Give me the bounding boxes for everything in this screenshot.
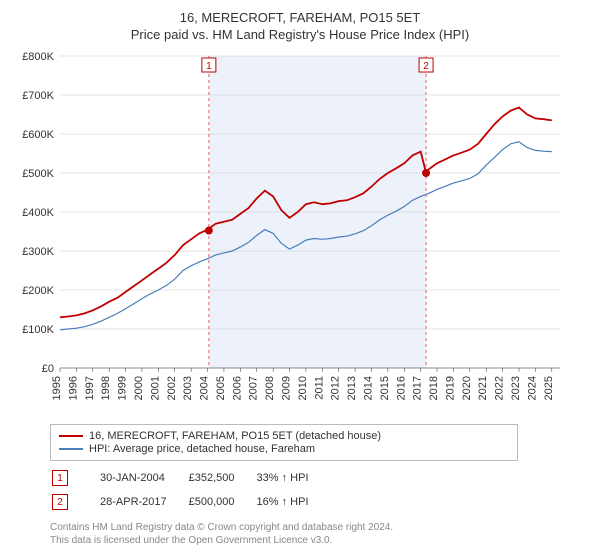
svg-text:2005: 2005	[215, 376, 227, 400]
svg-text:2006: 2006	[231, 376, 243, 400]
title-subtitle: Price paid vs. HM Land Registry's House …	[10, 27, 590, 42]
svg-text:1996: 1996	[67, 376, 79, 400]
footer-line2: This data is licensed under the Open Gov…	[50, 534, 590, 547]
legend-swatch-hpi	[59, 448, 83, 450]
sale-delta: 33% ↑ HPI	[257, 467, 329, 489]
svg-text:2011: 2011	[313, 376, 325, 400]
svg-text:1997: 1997	[84, 376, 96, 400]
svg-text:2022: 2022	[494, 376, 506, 400]
legend: 16, MERECROFT, FAREHAM, PO15 5ET (detach…	[50, 424, 518, 461]
svg-text:2014: 2014	[362, 376, 374, 400]
svg-text:2000: 2000	[133, 376, 145, 400]
svg-text:1998: 1998	[100, 376, 112, 400]
legend-label-hpi: HPI: Average price, detached house, Fare…	[89, 443, 315, 455]
svg-text:2018: 2018	[428, 376, 440, 400]
svg-text:2015: 2015	[379, 376, 391, 400]
svg-text:£800K: £800K	[22, 51, 54, 63]
legend-row-price: 16, MERECROFT, FAREHAM, PO15 5ET (detach…	[59, 430, 509, 442]
chart-svg: £0 £100K £200K £300K £400K £500K £600K £700K £80…	[10, 48, 570, 418]
title-block: 16, MERECROFT, FAREHAM, PO15 5ET Price p…	[10, 10, 590, 42]
table-row: 1 30-JAN-2004 £352,500 33% ↑ HPI	[52, 467, 329, 489]
marker-badge: 1	[52, 470, 68, 486]
svg-text:2002: 2002	[166, 376, 178, 400]
legend-label-price: 16, MERECROFT, FAREHAM, PO15 5ET (detach…	[89, 430, 381, 442]
price-chart: £0 £100K £200K £300K £400K £500K £600K £700K £80…	[10, 48, 570, 418]
sale-date: 28-APR-2017	[100, 491, 187, 513]
svg-text:£100K: £100K	[22, 324, 54, 336]
svg-text:2023: 2023	[510, 376, 522, 400]
legend-swatch-price	[59, 435, 83, 437]
svg-text:£0: £0	[42, 363, 54, 375]
svg-text:£400K: £400K	[22, 207, 54, 219]
svg-text:2009: 2009	[281, 376, 293, 400]
svg-text:2013: 2013	[346, 376, 358, 400]
svg-text:1: 1	[206, 61, 212, 72]
svg-text:2010: 2010	[297, 376, 309, 400]
sale-price: £352,500	[189, 467, 255, 489]
title-address: 16, MERECROFT, FAREHAM, PO15 5ET	[10, 10, 590, 25]
svg-text:2003: 2003	[182, 376, 194, 400]
footer-line1: Contains HM Land Registry data © Crown c…	[50, 521, 590, 534]
svg-text:2017: 2017	[412, 376, 424, 400]
sales-table: 1 30-JAN-2004 £352,500 33% ↑ HPI 2 28-AP…	[50, 465, 331, 515]
svg-text:£500K: £500K	[22, 168, 54, 180]
svg-text:2001: 2001	[149, 376, 161, 400]
svg-text:2004: 2004	[199, 376, 211, 400]
table-row: 2 28-APR-2017 £500,000 16% ↑ HPI	[52, 491, 329, 513]
marker-badge: 2	[52, 494, 68, 510]
sale-price: £500,000	[189, 491, 255, 513]
svg-text:£600K: £600K	[22, 129, 54, 141]
svg-text:£300K: £300K	[22, 246, 54, 258]
svg-text:2021: 2021	[477, 376, 489, 400]
svg-text:1995: 1995	[51, 376, 63, 400]
sale-delta: 16% ↑ HPI	[257, 491, 329, 513]
legend-row-hpi: HPI: Average price, detached house, Fare…	[59, 443, 509, 455]
svg-text:2008: 2008	[264, 376, 276, 400]
svg-text:2: 2	[423, 61, 429, 72]
svg-text:1999: 1999	[117, 376, 129, 400]
svg-text:2016: 2016	[395, 376, 407, 400]
svg-text:2020: 2020	[461, 376, 473, 400]
footer-note: Contains HM Land Registry data © Crown c…	[50, 521, 590, 547]
svg-text:2007: 2007	[248, 376, 260, 400]
svg-text:£700K: £700K	[22, 90, 54, 102]
svg-text:£200K: £200K	[22, 285, 54, 297]
svg-text:2012: 2012	[330, 376, 342, 400]
svg-text:2025: 2025	[543, 376, 555, 400]
svg-text:2019: 2019	[444, 376, 456, 400]
sale-date: 30-JAN-2004	[100, 467, 187, 489]
svg-text:2024: 2024	[526, 376, 538, 400]
